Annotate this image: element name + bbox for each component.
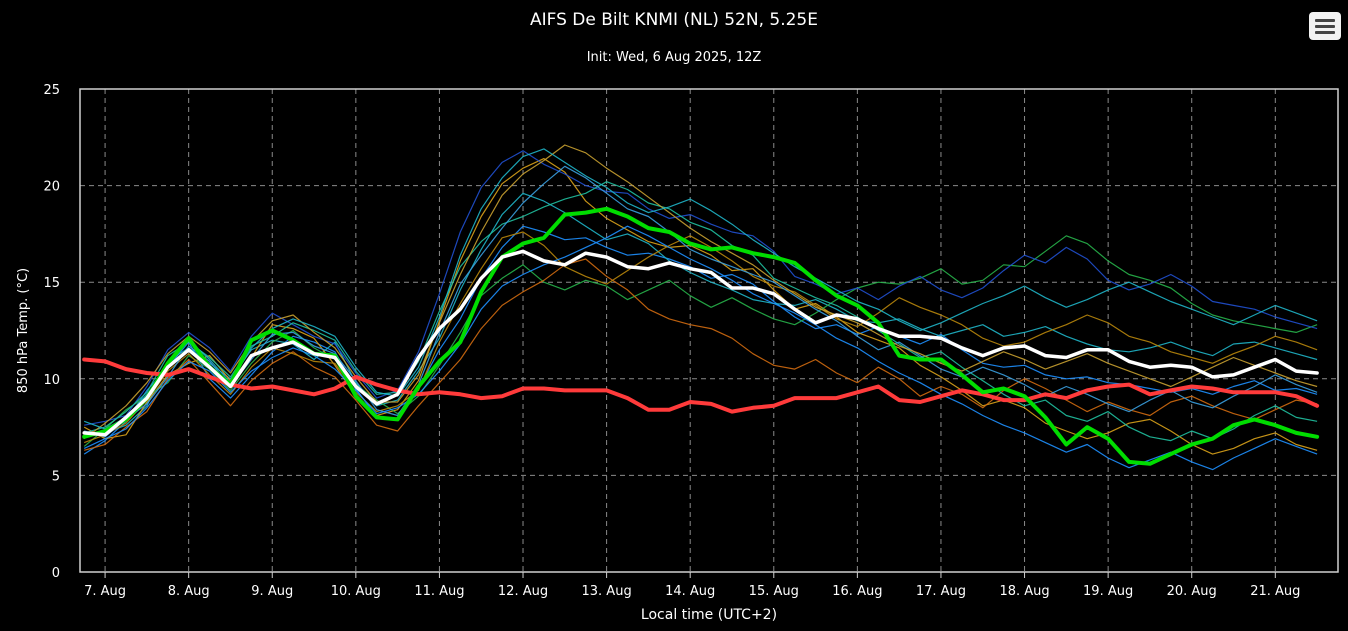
ensemble-member-line — [84, 181, 1318, 442]
highlight-series-group — [82, 206, 1320, 466]
x-tick-label: 14. Aug — [665, 584, 715, 599]
x-tick-label: 10. Aug — [331, 584, 381, 599]
ensemble-series-group — [83, 144, 1318, 471]
x-tick-label: 15. Aug — [749, 584, 799, 599]
plot-frame — [79, 88, 1339, 573]
y-tick-label: 15 — [43, 276, 60, 291]
ensemble-member-line — [83, 231, 1318, 444]
hamburger-menu-icon[interactable] — [1309, 12, 1341, 40]
ensemble-member-line — [84, 165, 1318, 438]
chart-subtitle: Init: Wed, 6 Aug 2025, 12Z — [586, 50, 762, 65]
axes: 0 5 10 15 20 25 7. Aug 8. Aug 9. Aug 10. Aug 11. A… — [43, 83, 1300, 599]
ensemble-member-line — [84, 258, 1318, 451]
y-tick-label: 25 — [43, 83, 60, 98]
y-tick-label: 5 — [52, 469, 60, 484]
ensemble-member-line — [83, 225, 1318, 471]
x-tick-label: 20. Aug — [1167, 584, 1217, 599]
x-tick-label: 17. Aug — [916, 584, 966, 599]
ensemble-member-line — [83, 225, 1318, 455]
ensemble-member-line — [83, 158, 1318, 455]
x-tick-label: 7. Aug — [84, 584, 126, 599]
y-tick-label: 0 — [52, 566, 60, 581]
x-tick-label: 12. Aug — [498, 584, 548, 599]
y-tick-label: 20 — [43, 180, 60, 195]
x-tick-label: 18. Aug — [999, 584, 1049, 599]
ensemble-member-line — [84, 150, 1318, 426]
x-tick-label: 11. Aug — [414, 584, 464, 599]
x-tick-label: 9. Aug — [251, 584, 293, 599]
x-tick-label: 21. Aug — [1250, 584, 1300, 599]
x-tick-label: 8. Aug — [168, 584, 210, 599]
y-axis-label: 850 hPa Temp. (°C) — [16, 268, 31, 393]
chart-title: AIFS De Bilt KNMI (NL) 52N, 5.25E — [529, 10, 818, 30]
climate-series-line — [82, 357, 1320, 414]
ensemble-member-line — [84, 192, 1318, 438]
x-axis-label: Local time (UTC+2) — [641, 607, 777, 623]
x-tick-label: 19. Aug — [1083, 584, 1133, 599]
x-tick-label: 13. Aug — [582, 584, 632, 599]
ensemble-member-line — [83, 144, 1318, 440]
x-tick-label: 16. Aug — [832, 584, 882, 599]
mean-series-line — [82, 249, 1319, 437]
y-tick-label: 10 — [43, 373, 60, 388]
ensemble-member-line — [83, 148, 1318, 430]
control-series-line — [82, 206, 1320, 466]
